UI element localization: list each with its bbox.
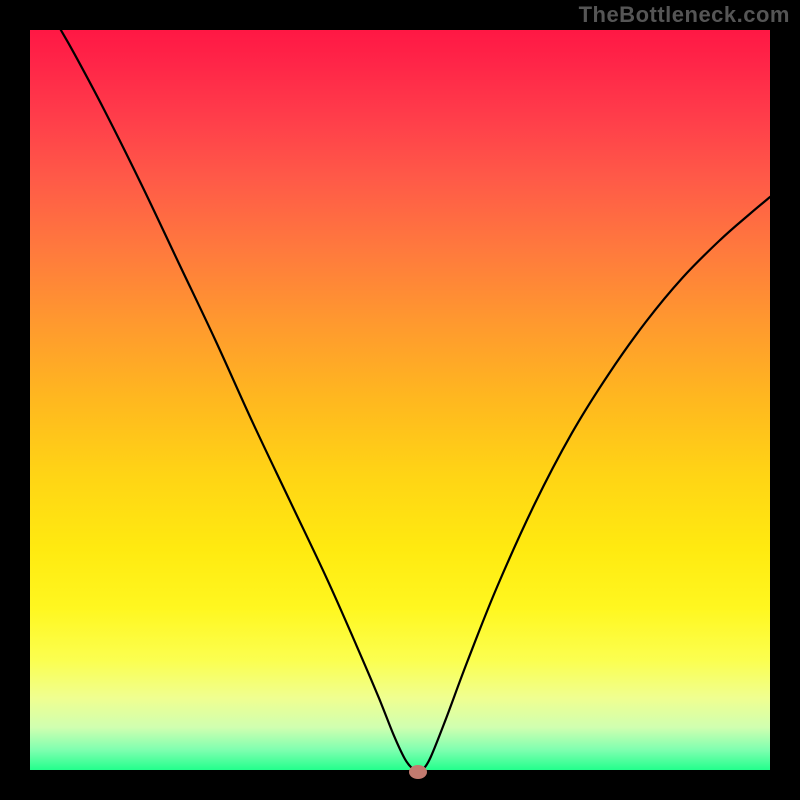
optimal-point-marker xyxy=(409,765,427,779)
bottleneck-chart: TheBottleneck.com xyxy=(0,0,800,800)
gradient-background xyxy=(0,0,800,800)
watermark-text: TheBottleneck.com xyxy=(579,2,790,28)
